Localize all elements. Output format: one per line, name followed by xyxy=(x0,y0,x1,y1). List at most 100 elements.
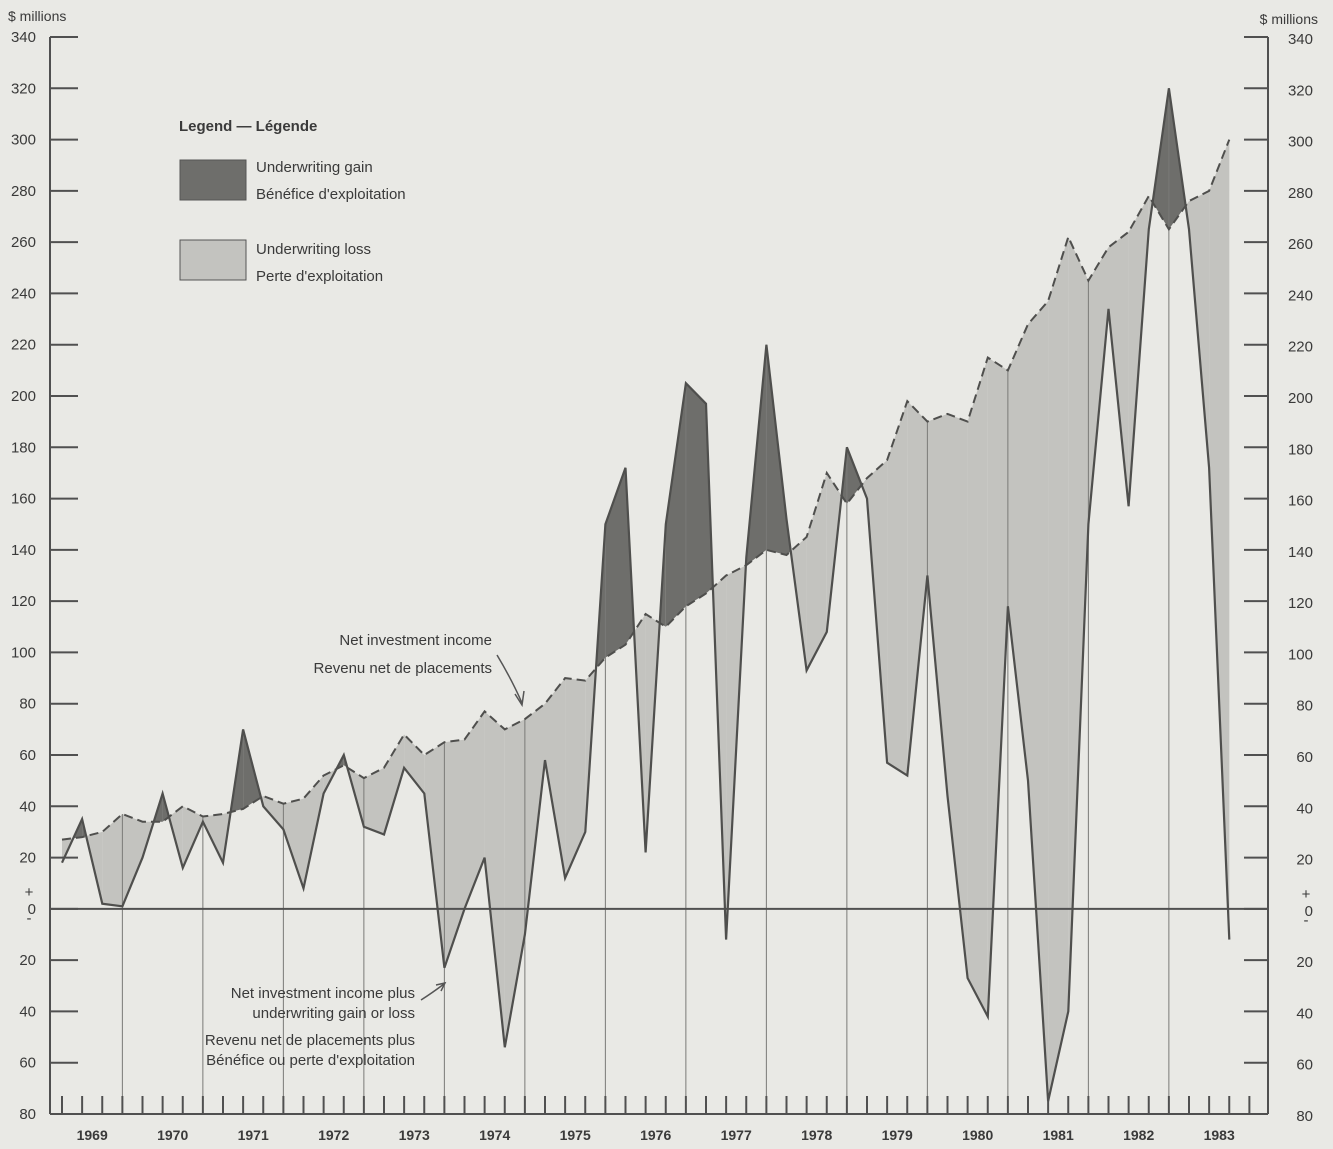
y-tick-label-right: 60 xyxy=(1296,1057,1313,1074)
y-tick-label-right: 0 xyxy=(1305,903,1313,920)
zero-sign-left: + xyxy=(25,884,34,901)
year-label: 1969 xyxy=(77,1127,108,1143)
zero-sign-right: - xyxy=(1304,912,1309,929)
loss-area xyxy=(1209,139,1230,940)
loss-area xyxy=(927,413,948,796)
legend: Legend — Légende Underwriting gain Bénéf… xyxy=(179,118,406,285)
y-tick-label-left: 300 xyxy=(11,132,36,149)
series-line-net-investment-income xyxy=(61,139,1231,841)
loss-area xyxy=(887,401,908,776)
annotation-net-plus-uw-2: underwriting gain or loss xyxy=(252,1005,415,1022)
loss-area xyxy=(444,739,465,968)
y-tick-label-left: 0 xyxy=(28,901,36,918)
series-lines xyxy=(61,88,1231,1102)
annotation-arrow xyxy=(420,981,447,1001)
gridlines xyxy=(50,88,1268,1100)
y-tick-label-right: 100 xyxy=(1288,646,1313,663)
year-label: 1978 xyxy=(801,1127,832,1143)
year-label: 1970 xyxy=(157,1127,188,1143)
loss-area xyxy=(363,767,384,835)
y-tick-label-right: 240 xyxy=(1288,287,1313,304)
loss-area xyxy=(907,401,928,776)
legend-gain-label-fr: Bénéfice d'exploitation xyxy=(256,186,406,203)
y-tick-label-right: 320 xyxy=(1288,82,1313,99)
loss-area xyxy=(464,711,485,909)
year-label: 1975 xyxy=(560,1127,591,1143)
year-label: 1983 xyxy=(1204,1127,1235,1143)
legend-loss-swatch xyxy=(179,239,247,281)
y-tick-label-left: 60 xyxy=(19,1055,36,1072)
zero-sign-right: + xyxy=(1302,886,1311,903)
y-tick-label-right: 80 xyxy=(1296,1108,1313,1125)
loss-area xyxy=(283,798,304,889)
y-tick-label-left: 200 xyxy=(11,388,36,405)
y-tick-label-right: 20 xyxy=(1296,954,1313,971)
y-tick-label-left: 100 xyxy=(11,644,36,661)
annotation-net-investment-income-fr: Revenu net de placements xyxy=(314,660,492,677)
loss-area xyxy=(384,734,405,835)
y-tick-label-left: 120 xyxy=(11,593,36,610)
y-tick-label-left: 60 xyxy=(19,747,36,764)
y-tick-label-right: 80 xyxy=(1296,698,1313,715)
loss-area xyxy=(1007,324,1028,781)
y-tick-label-right: 60 xyxy=(1296,749,1313,766)
y-tick-label-right: 120 xyxy=(1288,595,1313,612)
loss-area xyxy=(263,796,284,830)
gain-area xyxy=(665,383,686,627)
y-tick-label-left: 180 xyxy=(11,439,36,456)
loss-area xyxy=(967,357,988,1017)
zero-sign-left: - xyxy=(27,910,32,927)
y-tick-label-right: 40 xyxy=(1296,1005,1313,1022)
y-tick-label-right: 20 xyxy=(1296,852,1313,869)
y-tick-label-left: 20 xyxy=(19,850,36,867)
y-tick-label-left: 20 xyxy=(19,952,36,969)
legend-loss-label: Underwriting loss xyxy=(256,241,371,258)
loss-area xyxy=(1048,237,1069,1102)
gain-area xyxy=(605,467,626,658)
y-tick-label-left: 160 xyxy=(11,491,36,508)
year-label: 1973 xyxy=(399,1127,430,1143)
annotations: Net investment income Revenu net de plac… xyxy=(205,632,525,1069)
loss-area xyxy=(424,742,445,968)
year-label: 1971 xyxy=(238,1127,269,1143)
legend-gain-label: Underwriting gain xyxy=(256,159,373,176)
y-tick-label-right: 260 xyxy=(1288,236,1313,253)
gain-area xyxy=(846,447,862,504)
y-tick-label-left: 80 xyxy=(19,1106,36,1123)
y-tick-label-left: 40 xyxy=(19,1003,36,1020)
year-label: 1982 xyxy=(1123,1127,1154,1143)
annotation-net-investment-income: Net investment income xyxy=(339,632,492,649)
loss-area xyxy=(806,472,827,671)
legend-loss-label-fr: Perte d'exploitation xyxy=(256,268,383,285)
loss-area xyxy=(1088,247,1109,525)
loss-area xyxy=(987,357,1008,1017)
y-tick-label-left: 320 xyxy=(11,80,36,97)
loss-area xyxy=(1028,301,1049,1102)
loss-area xyxy=(484,711,505,1048)
year-label: 1979 xyxy=(882,1127,913,1143)
legend-gain-swatch xyxy=(179,159,247,201)
legend-title: Legend — Légende xyxy=(179,118,317,135)
y-tick-label-right: 280 xyxy=(1288,185,1313,202)
y-unit-label-left: $ millions xyxy=(8,8,66,24)
loss-area xyxy=(404,734,425,794)
y-tick-label-right: 180 xyxy=(1288,441,1313,458)
y-tick-label-left: 220 xyxy=(11,337,36,354)
y-tick-label-left: 240 xyxy=(11,285,36,302)
loss-area xyxy=(1068,237,1089,1012)
annotation-arrow xyxy=(496,654,525,708)
y-tick-label-right: 200 xyxy=(1288,390,1313,407)
annotation-net-plus-uw: Net investment income plus xyxy=(231,985,415,1002)
year-label: 1974 xyxy=(479,1127,510,1143)
annotation-net-plus-uw-fr-2: Bénéfice ou perte d'exploitation xyxy=(206,1052,415,1069)
loss-area xyxy=(565,678,586,879)
loss-area xyxy=(122,814,143,907)
axes: 340 340 320 320 300 300 280 280 260 260 240 240 220 2… xyxy=(8,8,1318,1143)
loss-area xyxy=(182,806,203,868)
loss-area xyxy=(545,678,566,879)
y-tick-label-right: 40 xyxy=(1296,800,1313,817)
y-tick-label-left: 260 xyxy=(11,234,36,251)
y-tick-label-right: 140 xyxy=(1288,544,1313,561)
year-label: 1981 xyxy=(1043,1127,1074,1143)
